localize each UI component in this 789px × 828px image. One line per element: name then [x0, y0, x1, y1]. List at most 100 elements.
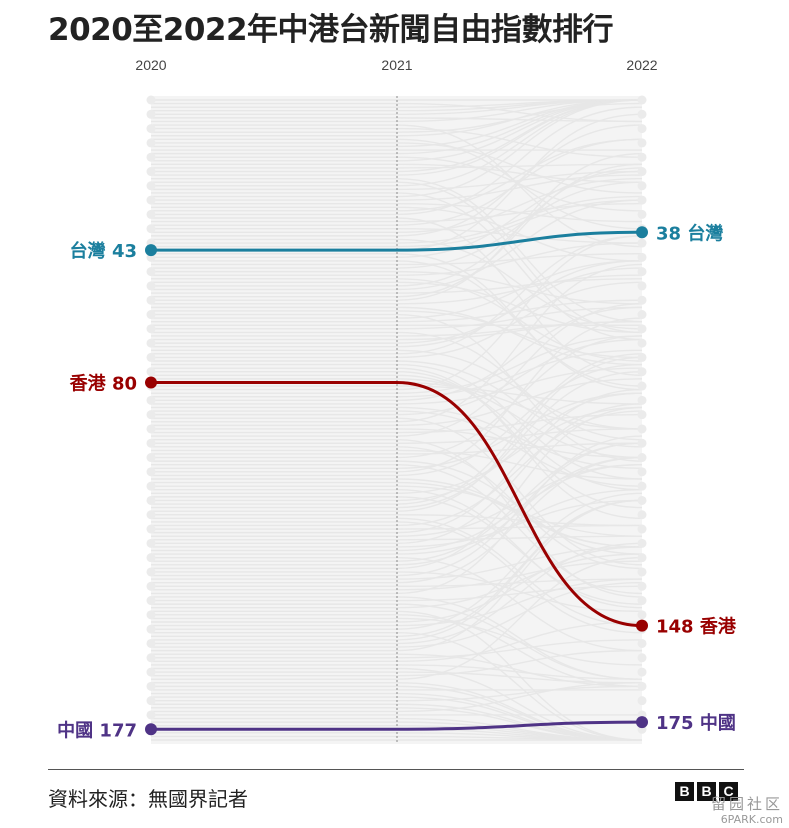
background-dot	[637, 395, 647, 405]
background-dot	[637, 653, 647, 663]
background-line	[396, 360, 643, 448]
background-dot	[637, 281, 647, 291]
highlight-series	[145, 226, 648, 736]
background-dot	[146, 653, 156, 663]
background-line	[396, 388, 643, 534]
background-dot	[146, 338, 156, 348]
background-line	[396, 217, 643, 377]
bbc-logo: B B C	[675, 782, 738, 801]
background-line	[396, 435, 643, 595]
background-line	[396, 260, 643, 319]
background-dot	[637, 510, 647, 520]
background-dot	[637, 167, 647, 177]
background-dot	[637, 481, 647, 491]
background-dot	[146, 281, 156, 291]
background-dot	[637, 553, 647, 563]
background-line	[396, 553, 643, 609]
background-line	[396, 235, 643, 391]
background-line	[396, 306, 643, 402]
background-line	[396, 263, 643, 423]
background-line	[396, 163, 643, 298]
background-dot	[146, 624, 156, 634]
background-line	[396, 499, 643, 652]
series-line-hongkong	[151, 380, 643, 628]
background-line	[396, 356, 643, 512]
background-line	[396, 113, 643, 251]
background-line	[396, 406, 643, 494]
background-line	[396, 492, 643, 630]
background-dot	[637, 267, 647, 277]
background-line	[396, 456, 643, 584]
background-line	[396, 181, 643, 269]
background-line	[396, 428, 643, 444]
footer-divider	[48, 769, 744, 770]
year-label: 2021	[381, 57, 412, 73]
background-dot	[146, 224, 156, 234]
background-dot	[146, 467, 156, 477]
watermark-en: 6PARK.com	[720, 812, 783, 826]
background-line	[396, 320, 643, 341]
background-line	[396, 156, 643, 212]
background-line	[396, 278, 643, 294]
background-line	[396, 199, 643, 291]
background-line	[396, 571, 643, 612]
background-dot	[637, 381, 647, 391]
end-label-taiwan: 38 台灣	[656, 222, 723, 244]
background-dot	[146, 152, 156, 162]
background-line	[396, 124, 643, 237]
background-dot	[146, 481, 156, 491]
background-dot	[637, 696, 647, 706]
background-line	[396, 496, 643, 605]
background-dot	[146, 352, 156, 362]
background-line	[396, 363, 643, 480]
background-dot	[637, 310, 647, 320]
background-dot	[637, 467, 647, 477]
background-dot	[146, 596, 156, 606]
background-dot	[637, 524, 647, 534]
background-line	[396, 406, 643, 570]
background-line	[396, 338, 643, 416]
start-dot-hongkong	[145, 376, 157, 389]
background-dot	[637, 424, 647, 434]
background-line	[396, 353, 643, 505]
background-line	[396, 546, 643, 623]
background-dot	[637, 367, 647, 377]
background-dot	[146, 395, 156, 405]
background-line	[396, 260, 643, 387]
start-label-taiwan: 台灣 43	[70, 240, 137, 262]
background-dot	[146, 109, 156, 119]
background-dot	[637, 209, 647, 219]
background-line	[396, 392, 643, 502]
background-line	[396, 177, 643, 323]
background-line	[396, 281, 643, 359]
background-line	[396, 438, 643, 598]
background-dot	[637, 238, 647, 248]
background-line	[396, 170, 643, 259]
chart-title: 2020至2022年中港台新聞自由指數排行	[48, 12, 614, 48]
background-dot	[146, 538, 156, 548]
background-line	[396, 242, 643, 276]
background-line	[396, 499, 643, 548]
background-dot	[146, 567, 156, 577]
background-line	[396, 303, 643, 437]
background-line	[396, 556, 643, 680]
background-line	[396, 253, 643, 391]
background-dot	[146, 681, 156, 691]
background-dot	[146, 209, 156, 219]
background-line	[396, 406, 643, 469]
other-countries-lines	[146, 95, 647, 741]
background-line	[396, 649, 643, 677]
background-dot	[146, 438, 156, 448]
background-line	[396, 306, 643, 366]
end-dot-hongkong	[636, 619, 648, 632]
background-dot	[146, 181, 156, 191]
background-dot	[637, 95, 647, 105]
background-dot	[146, 524, 156, 534]
background-dot	[637, 596, 647, 606]
background-dot	[146, 324, 156, 334]
background-dot	[146, 295, 156, 305]
background-dot	[637, 581, 647, 591]
background-line	[396, 142, 643, 194]
background-line	[396, 335, 643, 459]
background-line	[396, 99, 643, 198]
